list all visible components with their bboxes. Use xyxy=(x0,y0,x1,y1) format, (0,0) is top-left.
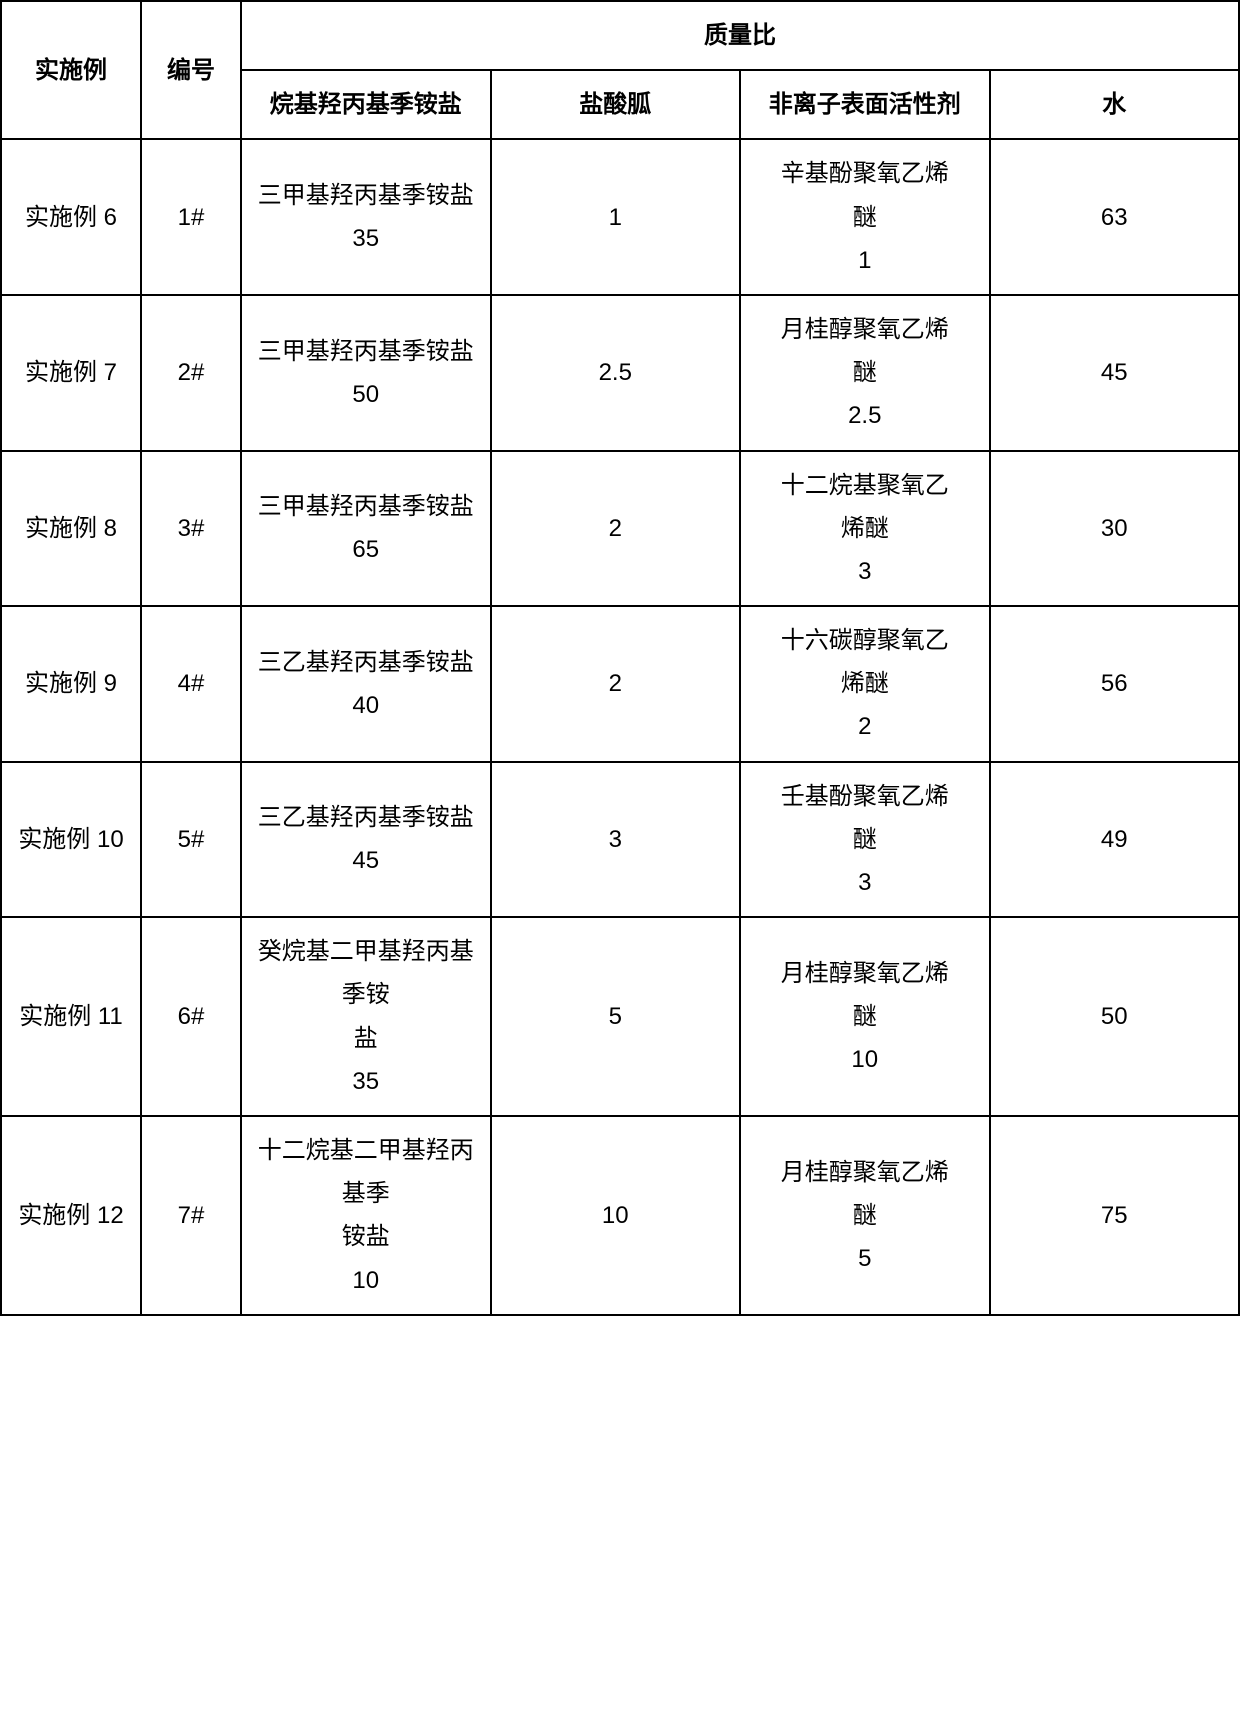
table-row: 实施例 8 3# 三甲基羟丙基季铵盐 65 2 十二烷基聚氧乙 烯醚 3 30 xyxy=(1,451,1239,607)
table-row: 实施例 10 5# 三乙基羟丙基季铵盐 45 3 壬基酚聚氧乙烯 醚 3 49 xyxy=(1,762,1239,918)
cell-hcl: 5 xyxy=(491,917,741,1116)
cell-hcl: 3 xyxy=(491,762,741,918)
header-compound: 烷基羟丙基季铵盐 xyxy=(241,70,491,139)
cell-water: 45 xyxy=(990,295,1240,451)
cell-number: 5# xyxy=(141,762,241,918)
cell-example: 实施例 11 xyxy=(1,917,141,1116)
cell-number: 7# xyxy=(141,1116,241,1315)
cell-water: 75 xyxy=(990,1116,1240,1315)
cell-surfactant: 月桂醇聚氧乙烯 醚 10 xyxy=(740,917,990,1116)
cell-hcl: 2.5 xyxy=(491,295,741,451)
header-surfactant: 非离子表面活性剂 xyxy=(740,70,990,139)
cell-surfactant: 十二烷基聚氧乙 烯醚 3 xyxy=(740,451,990,607)
header-water: 水 xyxy=(990,70,1240,139)
cell-compound: 三乙基羟丙基季铵盐 40 xyxy=(241,606,491,762)
header-number: 编号 xyxy=(141,1,241,139)
cell-surfactant: 月桂醇聚氧乙烯 醚 2.5 xyxy=(740,295,990,451)
cell-number: 1# xyxy=(141,139,241,295)
cell-example: 实施例 12 xyxy=(1,1116,141,1315)
composition-table: 实施例 编号 质量比 烷基羟丙基季铵盐 盐酸胍 非离子表面活性剂 水 实施例 6… xyxy=(0,0,1240,1316)
header-row-1: 实施例 编号 质量比 xyxy=(1,1,1239,70)
cell-surfactant: 月桂醇聚氧乙烯 醚 5 xyxy=(740,1116,990,1315)
cell-compound: 三甲基羟丙基季铵盐 35 xyxy=(241,139,491,295)
table-row: 实施例 9 4# 三乙基羟丙基季铵盐 40 2 十六碳醇聚氧乙 烯醚 2 56 xyxy=(1,606,1239,762)
header-hcl: 盐酸胍 xyxy=(491,70,741,139)
cell-surfactant: 辛基酚聚氧乙烯 醚 1 xyxy=(740,139,990,295)
cell-number: 3# xyxy=(141,451,241,607)
cell-hcl: 2 xyxy=(491,451,741,607)
cell-number: 2# xyxy=(141,295,241,451)
table-row: 实施例 7 2# 三甲基羟丙基季铵盐 50 2.5 月桂醇聚氧乙烯 醚 2.5 … xyxy=(1,295,1239,451)
cell-hcl: 1 xyxy=(491,139,741,295)
cell-water: 49 xyxy=(990,762,1240,918)
table-row: 实施例 6 1# 三甲基羟丙基季铵盐 35 1 辛基酚聚氧乙烯 醚 1 63 xyxy=(1,139,1239,295)
cell-compound: 十二烷基二甲基羟丙基季 铵盐 10 xyxy=(241,1116,491,1315)
cell-surfactant: 十六碳醇聚氧乙 烯醚 2 xyxy=(740,606,990,762)
cell-water: 56 xyxy=(990,606,1240,762)
cell-compound: 三乙基羟丙基季铵盐 45 xyxy=(241,762,491,918)
table-row: 实施例 11 6# 癸烷基二甲基羟丙基季铵 盐 35 5 月桂醇聚氧乙烯 醚 1… xyxy=(1,917,1239,1116)
cell-water: 30 xyxy=(990,451,1240,607)
cell-compound: 三甲基羟丙基季铵盐 65 xyxy=(241,451,491,607)
cell-example: 实施例 8 xyxy=(1,451,141,607)
cell-water: 50 xyxy=(990,917,1240,1116)
cell-number: 4# xyxy=(141,606,241,762)
table-row: 实施例 12 7# 十二烷基二甲基羟丙基季 铵盐 10 10 月桂醇聚氧乙烯 醚… xyxy=(1,1116,1239,1315)
cell-compound: 三甲基羟丙基季铵盐 50 xyxy=(241,295,491,451)
cell-compound: 癸烷基二甲基羟丙基季铵 盐 35 xyxy=(241,917,491,1116)
cell-hcl: 2 xyxy=(491,606,741,762)
cell-example: 实施例 9 xyxy=(1,606,141,762)
cell-number: 6# xyxy=(141,917,241,1116)
cell-example: 实施例 6 xyxy=(1,139,141,295)
header-mass-ratio: 质量比 xyxy=(241,1,1239,70)
cell-hcl: 10 xyxy=(491,1116,741,1315)
cell-example: 实施例 10 xyxy=(1,762,141,918)
cell-surfactant: 壬基酚聚氧乙烯 醚 3 xyxy=(740,762,990,918)
header-example: 实施例 xyxy=(1,1,141,139)
cell-water: 63 xyxy=(990,139,1240,295)
cell-example: 实施例 7 xyxy=(1,295,141,451)
